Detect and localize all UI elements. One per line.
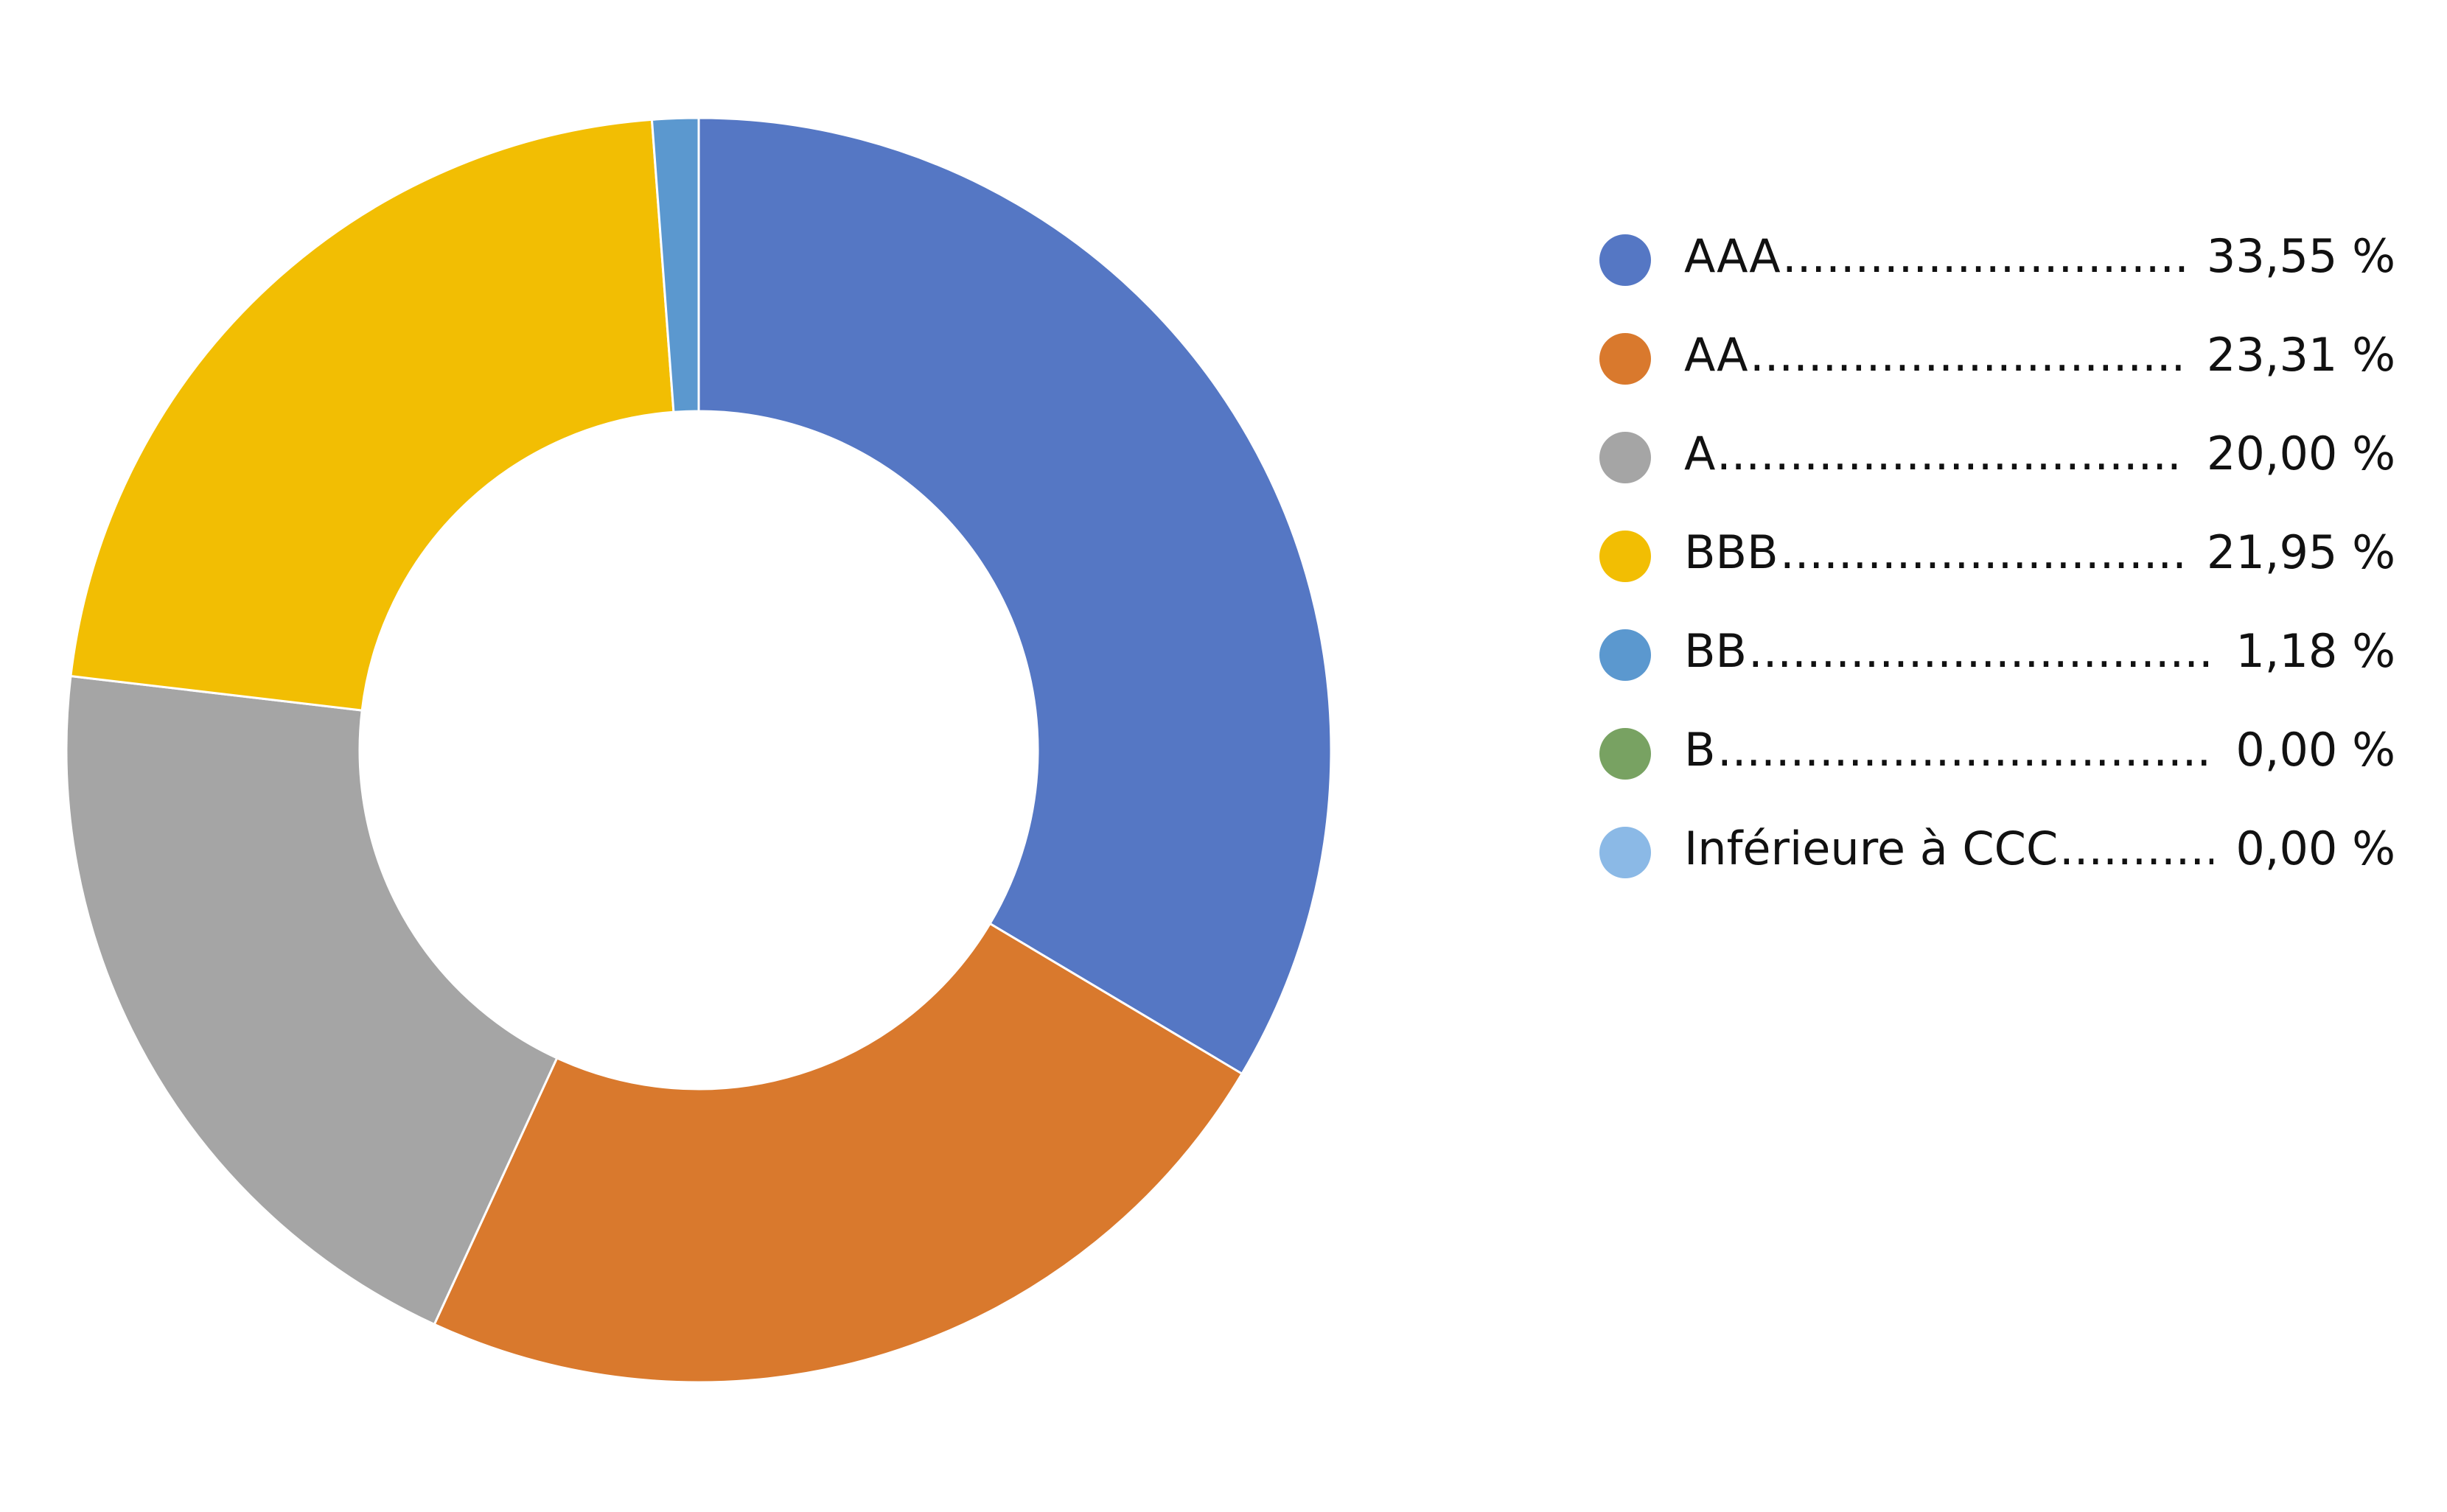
legend-dot-leader: ........................................… [1782,229,2185,283]
legend-value: 23,31 % [2206,328,2395,382]
legend-label: A [1684,427,1716,480]
donut-plot [65,116,1333,1384]
legend-swatch-icon [1599,531,1651,582]
legend-value: 1,18 % [2235,624,2395,678]
legend-dot-leader: ........................................… [1717,723,2213,777]
legend-item: B 0,00 %.................................… [1599,700,2395,799]
legend-swatch-icon [1599,432,1651,483]
legend-value: 33,55 % [2206,229,2395,283]
slice-aa [433,922,1244,1384]
legend-swatch-icon [1599,333,1651,385]
legend-value: 0,00 % [2235,723,2395,777]
legend-label: AAA [1684,229,1781,283]
legend-label: AA [1684,328,1748,382]
legend-item: BBB 21,95 %..............................… [1599,503,2395,601]
legend-value: 0,00 % [2235,822,2395,875]
legend-item: Inférieure à CCC 0,00 %..................… [1599,799,2395,897]
legend-swatch-icon [1599,629,1651,681]
slice-aaa [697,116,1333,1076]
legend-dot-leader: ........................................… [1717,427,2185,480]
legend-swatch-icon [1599,234,1651,286]
legend-dot-leader: ........................................… [1750,328,2185,382]
legend-swatch-icon [1599,728,1651,780]
legend-item: A 20,00 %................................… [1599,404,2395,503]
legend-item: AA 23,31 %...............................… [1599,305,2395,404]
legend-label: Inférieure à CCC [1684,822,2059,875]
legend-label: BB [1684,624,1748,678]
legend-swatch-icon [1599,827,1651,878]
legend-dot-leader: ........................................… [2059,822,2213,875]
legend-dot-leader: ........................................… [1748,624,2213,678]
legend-label: B [1684,723,1716,777]
legend-item: BB 1,18 %................................… [1599,601,2395,700]
legend-label: BBB [1684,525,1778,579]
slice-bbb [69,118,675,712]
legend-dot-leader: ........................................… [1780,525,2185,579]
slice-bb [650,116,700,413]
legend-value: 21,95 % [2206,525,2395,579]
slice-a [65,674,559,1326]
legend-value: 20,00 % [2206,427,2395,480]
legend-item: AAA 33,55 %..............................… [1599,206,2395,305]
